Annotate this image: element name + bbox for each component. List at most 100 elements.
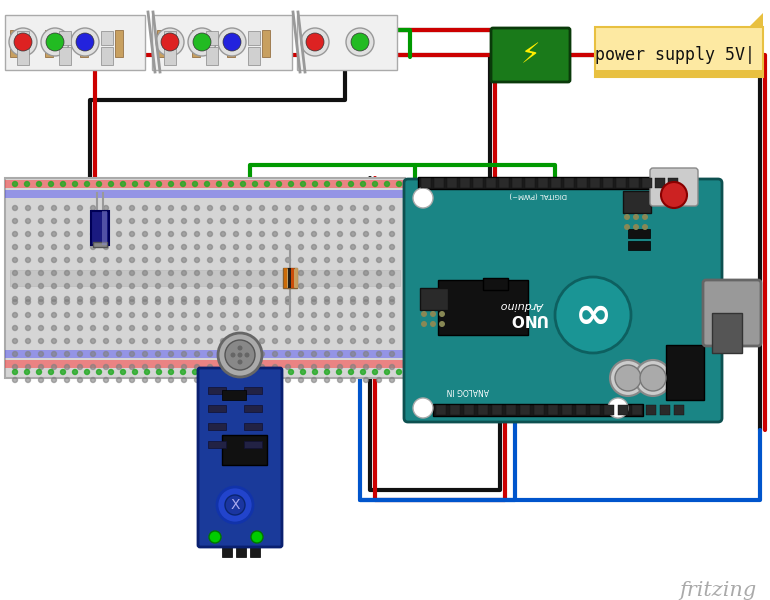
Circle shape xyxy=(103,352,109,356)
Circle shape xyxy=(91,232,95,236)
Circle shape xyxy=(220,257,226,263)
Circle shape xyxy=(259,313,265,317)
Circle shape xyxy=(38,271,43,275)
Circle shape xyxy=(286,296,290,301)
Circle shape xyxy=(169,232,173,236)
Bar xyxy=(628,229,650,238)
Circle shape xyxy=(103,299,109,304)
Circle shape xyxy=(273,245,277,250)
Circle shape xyxy=(116,299,122,304)
Circle shape xyxy=(220,245,226,250)
Circle shape xyxy=(390,245,394,250)
Circle shape xyxy=(259,232,265,236)
Circle shape xyxy=(38,218,43,223)
Circle shape xyxy=(52,296,56,301)
Circle shape xyxy=(46,33,64,51)
Bar xyxy=(10,270,400,286)
Circle shape xyxy=(306,33,324,51)
Circle shape xyxy=(78,218,82,223)
Circle shape xyxy=(38,283,43,289)
Circle shape xyxy=(661,182,687,208)
Circle shape xyxy=(25,205,31,211)
Circle shape xyxy=(193,33,211,51)
Circle shape xyxy=(273,313,277,317)
Circle shape xyxy=(312,313,316,317)
Bar xyxy=(102,211,107,245)
Circle shape xyxy=(324,218,330,223)
Circle shape xyxy=(363,205,369,211)
Circle shape xyxy=(273,283,277,289)
Circle shape xyxy=(65,325,69,331)
Circle shape xyxy=(116,338,122,343)
Circle shape xyxy=(78,271,82,275)
Bar xyxy=(297,15,397,70)
Circle shape xyxy=(182,364,186,370)
Circle shape xyxy=(78,313,82,317)
Bar xyxy=(101,31,113,45)
Bar xyxy=(244,441,262,448)
Circle shape xyxy=(246,205,252,211)
Circle shape xyxy=(246,313,252,317)
Bar xyxy=(294,268,297,288)
Circle shape xyxy=(237,359,243,364)
Circle shape xyxy=(237,346,243,350)
Circle shape xyxy=(12,352,18,356)
Circle shape xyxy=(633,214,639,220)
Bar xyxy=(208,441,226,448)
Circle shape xyxy=(337,313,343,317)
Circle shape xyxy=(377,325,381,331)
Bar xyxy=(17,31,29,45)
Circle shape xyxy=(273,352,277,356)
Bar xyxy=(486,178,496,188)
Circle shape xyxy=(350,283,356,289)
Circle shape xyxy=(350,257,356,263)
Circle shape xyxy=(299,205,303,211)
Circle shape xyxy=(188,28,216,56)
Circle shape xyxy=(225,340,255,370)
Circle shape xyxy=(36,370,42,374)
Circle shape xyxy=(390,218,394,223)
Circle shape xyxy=(253,181,257,187)
Bar xyxy=(5,15,145,70)
Circle shape xyxy=(182,352,186,356)
Circle shape xyxy=(233,364,239,370)
Circle shape xyxy=(289,181,293,187)
Bar xyxy=(5,360,405,368)
Circle shape xyxy=(337,325,343,331)
Circle shape xyxy=(169,245,173,250)
Circle shape xyxy=(207,325,213,331)
Circle shape xyxy=(336,181,342,187)
Circle shape xyxy=(49,370,53,374)
Circle shape xyxy=(52,218,56,223)
Circle shape xyxy=(91,271,95,275)
Circle shape xyxy=(363,257,369,263)
Bar xyxy=(551,178,561,188)
Circle shape xyxy=(363,352,369,356)
Bar xyxy=(576,405,586,415)
Bar xyxy=(248,31,260,45)
Circle shape xyxy=(377,377,381,383)
Circle shape xyxy=(430,311,436,317)
Bar xyxy=(157,30,165,57)
Circle shape xyxy=(324,283,330,289)
Circle shape xyxy=(195,296,199,301)
Circle shape xyxy=(129,325,135,331)
Circle shape xyxy=(360,370,366,374)
Circle shape xyxy=(91,299,95,304)
Circle shape xyxy=(312,377,316,383)
Circle shape xyxy=(12,377,18,383)
Circle shape xyxy=(350,296,356,301)
Circle shape xyxy=(103,325,109,331)
Circle shape xyxy=(205,370,209,374)
Circle shape xyxy=(38,299,43,304)
Bar xyxy=(538,178,548,188)
Bar xyxy=(436,405,446,415)
Circle shape xyxy=(91,352,95,356)
Circle shape xyxy=(286,205,290,211)
Circle shape xyxy=(363,218,369,223)
Circle shape xyxy=(246,296,252,301)
Circle shape xyxy=(286,271,290,275)
Circle shape xyxy=(182,257,186,263)
Bar xyxy=(603,178,613,188)
Circle shape xyxy=(642,224,648,230)
